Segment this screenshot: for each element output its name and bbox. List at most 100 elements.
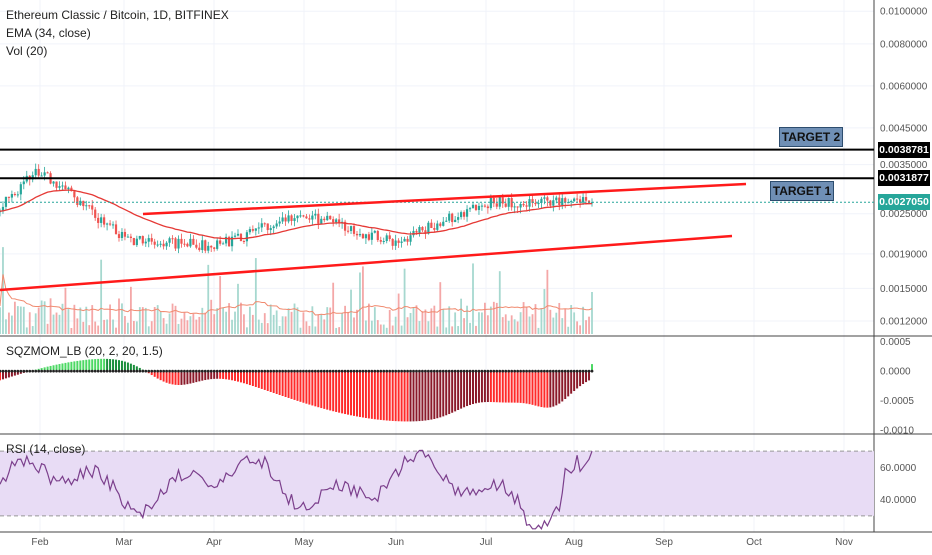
sqz-momentum-bar [335, 371, 338, 412]
sqz-dot [215, 369, 219, 373]
symbol-title[interactable]: Ethereum Classic / Bitcoin, 1D, BITFINEX [6, 8, 229, 22]
volume-bar [519, 312, 522, 334]
sqz-dot [438, 369, 442, 373]
candle-body [349, 226, 353, 232]
candle-body [22, 181, 25, 185]
ema-legend[interactable]: EMA (34, close) [6, 26, 91, 40]
sqz-momentum-bar [427, 371, 430, 421]
sqz-dot [96, 369, 100, 373]
volume-bar [302, 312, 305, 334]
sqz-dot [236, 369, 240, 373]
sqz-momentum-bar [156, 371, 159, 379]
volume-bar [469, 322, 471, 334]
target-2-label[interactable]: TARGET 2 [779, 127, 843, 147]
sqz-momentum-bar [216, 371, 219, 379]
sqz-momentum-bar [236, 371, 239, 382]
volume-bar [115, 327, 117, 334]
sqz-momentum-bar [281, 371, 284, 396]
volume-bar [359, 272, 361, 334]
sqz-dot [165, 369, 168, 373]
candle-body [302, 215, 305, 217]
sqz-dot [340, 369, 344, 373]
sqz-momentum-bar [260, 371, 263, 389]
volume-bar [144, 307, 147, 334]
sqz-momentum-bar [10, 371, 13, 377]
sqz-momentum-bar [531, 371, 534, 405]
volume-bar [207, 264, 210, 334]
sqz-momentum-bar [338, 371, 341, 413]
sqz-dot [364, 369, 368, 373]
candle-body [10, 194, 13, 198]
sqz-dot [492, 369, 496, 373]
candle-body [76, 197, 79, 205]
sqz-momentum-bar [474, 371, 477, 404]
candle-body [114, 224, 118, 235]
candle-body [531, 199, 534, 203]
sqz-momentum-bar [100, 358, 103, 372]
rsi-line [0, 449, 593, 530]
sqz-dot [489, 369, 493, 373]
candle-body [409, 235, 412, 242]
candle-body [79, 200, 82, 205]
candle-body [296, 215, 299, 219]
sqz-momentum-bar [0, 371, 1, 381]
sqz-momentum-bar [510, 371, 513, 403]
rsi-legend[interactable]: RSI (14, close) [6, 442, 86, 456]
candle-body [370, 232, 373, 240]
candle-body [64, 185, 67, 190]
volume-bar [320, 314, 323, 334]
y-tick-label: 0.0035000 [880, 160, 928, 171]
sqz-dot [111, 369, 115, 373]
sqz-momentum-bar [341, 371, 344, 414]
sqz-momentum-bar [58, 364, 61, 372]
volume-bar [46, 323, 49, 334]
sqz-dot [138, 369, 142, 373]
candle-body [207, 245, 210, 251]
sqz-momentum-bar [61, 363, 64, 372]
sqz-dot [543, 369, 546, 373]
candle-body [299, 215, 302, 217]
sqz-dot [31, 369, 35, 373]
volume-bar [400, 325, 403, 334]
sqz-dot [287, 369, 290, 373]
candle-body [305, 216, 308, 219]
candle-body [382, 241, 385, 243]
candle-body [266, 223, 269, 231]
sqz-momentum-bar [117, 360, 120, 372]
sqz-dot [171, 369, 174, 373]
sqz-momentum-bar [162, 371, 165, 382]
candle-body [97, 217, 100, 223]
sqz-momentum-bar [513, 371, 516, 403]
candle-body [385, 235, 388, 242]
sqz-dot [432, 369, 436, 373]
volume-bar [231, 319, 233, 334]
volume-bar [243, 314, 245, 334]
sqz-momentum-bar [94, 359, 97, 372]
vol-legend[interactable]: Vol (20) [6, 44, 48, 58]
volume-bar [418, 321, 421, 334]
sqz-dot [468, 369, 472, 373]
candle-body [40, 175, 43, 177]
y-tick-label: 0.0080000 [880, 39, 928, 50]
sqz-dot [144, 369, 148, 373]
sqz-dot [22, 369, 26, 373]
sqz-momentum-bar [555, 371, 558, 406]
candle-body [477, 205, 481, 210]
volume-bar [338, 327, 341, 334]
volume-bar [507, 320, 510, 334]
candle-body [37, 168, 40, 176]
target-1-label[interactable]: TARGET 1 [770, 181, 834, 201]
sqz-momentum-bar [263, 371, 266, 390]
sqz-dot [486, 369, 490, 373]
volume-bar [296, 307, 299, 334]
volume-bar [43, 301, 46, 334]
volume-bar [192, 313, 195, 334]
sqz-legend[interactable]: SQZMOM_LB (20, 2, 20, 1.5) [6, 344, 163, 358]
volume-bar [195, 319, 198, 334]
candle-body [537, 202, 540, 205]
volume-bar [293, 303, 296, 334]
sqz-momentum-bar [534, 371, 537, 406]
sqz-dot [269, 369, 273, 373]
